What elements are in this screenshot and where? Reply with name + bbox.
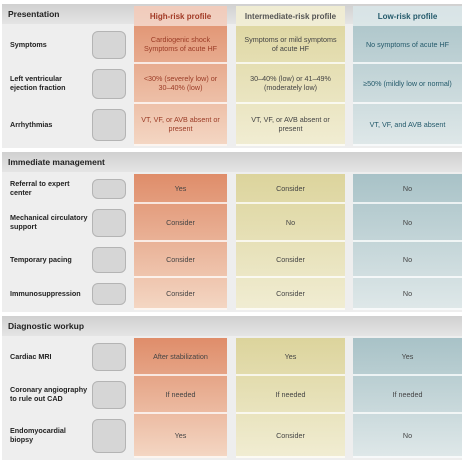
section-band <box>2 316 462 336</box>
cell: No <box>353 414 462 458</box>
row-label: Symptoms <box>10 39 47 49</box>
cell: VT, VF, or AVB absent or present <box>134 104 227 146</box>
cell: Cardiogenic shock Symptoms of acute HF <box>134 26 227 64</box>
row-label: Temporary pacing <box>10 254 72 264</box>
cell: Consider <box>236 242 345 278</box>
row-icon <box>92 419 126 453</box>
cell: Yes <box>134 174 227 204</box>
cell: No <box>353 204 462 242</box>
cell: 30–40% (low) or 41–49% (moderately low) <box>236 64 345 104</box>
cell: Consider <box>236 278 345 310</box>
column-panel <box>134 338 227 458</box>
section-title: Presentation <box>8 9 60 19</box>
column-panel <box>134 174 227 310</box>
row-icon <box>92 179 126 199</box>
cell: VT, VF, and AVB absent <box>353 104 462 146</box>
row-label: Arrhythmias <box>10 119 53 129</box>
cell: Yes <box>353 338 462 376</box>
section-band <box>2 4 462 24</box>
row-icon <box>92 69 126 99</box>
cell: VT, VF, or AVB absent or present <box>236 104 345 146</box>
cell: Consider <box>134 204 227 242</box>
cell: No <box>353 174 462 204</box>
row-label: Referral to expert center <box>10 179 70 197</box>
section-band <box>2 152 462 172</box>
cell: Yes <box>236 338 345 376</box>
row-label: Endomyocardial biopsy <box>10 426 66 444</box>
column-header: Intermediate-risk profile <box>236 6 345 26</box>
row-label: Left ventricular ejection fraction <box>10 74 66 92</box>
cell: Consider <box>236 174 345 204</box>
row-label: Immunosuppression <box>10 288 81 298</box>
column-panel <box>236 338 345 458</box>
cell: Consider <box>134 242 227 278</box>
cell: Consider <box>236 414 345 458</box>
row-icon <box>92 283 126 305</box>
column-panel <box>236 6 345 146</box>
cell: Yes <box>134 414 227 458</box>
cell: <30% (severely low) or 30–40% (low) <box>134 64 227 104</box>
section-title: Immediate management <box>8 157 105 167</box>
column-panel <box>236 174 345 310</box>
row-icon <box>92 381 126 409</box>
cell: ≥50% (mildly low or normal) <box>353 64 462 104</box>
cell: If needed <box>134 376 227 414</box>
row-icon <box>92 343 126 371</box>
section-title: Diagnostic workup <box>8 321 85 331</box>
cell: If needed <box>236 376 345 414</box>
column-panel <box>353 6 462 146</box>
row-icon <box>92 109 126 141</box>
cell: No <box>353 278 462 310</box>
cell: No <box>236 204 345 242</box>
column-header: High-risk profile <box>134 6 227 26</box>
row-icon <box>92 31 126 59</box>
cell: Symptoms or mild symptoms of acute HF <box>236 26 345 64</box>
cell: After stabilization <box>134 338 227 376</box>
row-label: Coronary angiography to rule out CAD <box>10 385 88 403</box>
row-icon <box>92 247 126 273</box>
column-panel <box>353 338 462 458</box>
column-header: Low-risk profile <box>353 6 462 26</box>
row-icon <box>92 209 126 237</box>
row-label: Cardiac MRI <box>10 351 52 361</box>
cell: If needed <box>353 376 462 414</box>
cell: No <box>353 242 462 278</box>
column-panel <box>134 6 227 146</box>
cell: Consider <box>134 278 227 310</box>
cell: No symptoms of acute HF <box>353 26 462 64</box>
column-panel <box>353 174 462 310</box>
row-label: Mechanical circulatory support <box>10 213 88 231</box>
